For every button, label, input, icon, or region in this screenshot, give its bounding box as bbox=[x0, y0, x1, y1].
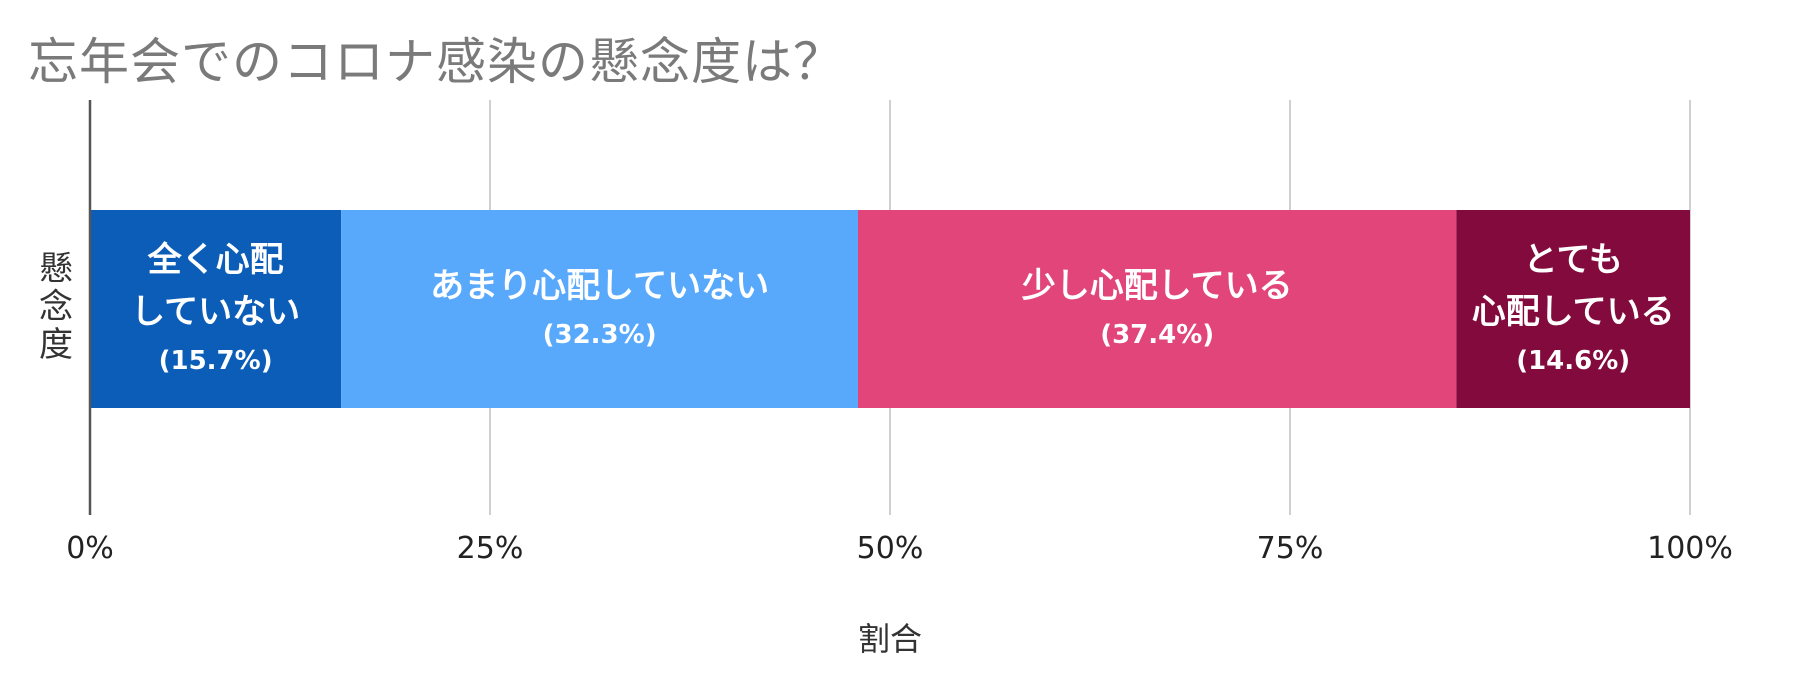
y-axis-label: 懸念度 bbox=[36, 250, 76, 364]
segment-label-text-1-2: していない bbox=[131, 292, 300, 332]
bar-segment-3 bbox=[858, 210, 1457, 408]
x-tick-label-75: 75% bbox=[1257, 531, 1324, 566]
segment-percent-label-1: (15.7%) bbox=[159, 346, 273, 376]
bar-segment-1 bbox=[90, 210, 342, 408]
segment-label-text-4-2: 心配している bbox=[1472, 292, 1675, 332]
x-tick-labels: 0% 25% 50% 75% 100% bbox=[66, 531, 1733, 566]
x-tick-label-100: 100% bbox=[1647, 531, 1733, 566]
x-tick-label-25: 25% bbox=[457, 531, 524, 566]
segment-label-text-2-1: あまり心配していない bbox=[430, 266, 769, 306]
x-tick-label-0: 0% bbox=[66, 531, 114, 566]
segment-label-2: あまり心配していない (32.3%) bbox=[430, 266, 769, 350]
x-axis-label: 割合 bbox=[857, 620, 922, 658]
y-axis-label-text: 懸念度 bbox=[39, 249, 73, 365]
segment-percent-label-4: (14.6%) bbox=[1516, 346, 1630, 376]
segment-label-3: 少し心配している (37.4%) bbox=[1022, 266, 1293, 350]
segment-label-text-3-1: 少し心配している bbox=[1022, 266, 1293, 306]
segment-label-text-4-1: とても bbox=[1524, 240, 1623, 280]
segment-label-text-1-1: 全く心配 bbox=[147, 240, 284, 280]
bar-segment-4 bbox=[1456, 210, 1690, 408]
chart-title: 忘年会でのコロナ感染の懸念度は？ bbox=[28, 33, 844, 91]
bar-segment-2 bbox=[341, 210, 858, 408]
segment-percent-label-2: (32.3%) bbox=[543, 320, 657, 350]
x-tick-label-50: 50% bbox=[857, 531, 924, 566]
segment-percent-label-3: (37.4%) bbox=[1100, 320, 1214, 350]
